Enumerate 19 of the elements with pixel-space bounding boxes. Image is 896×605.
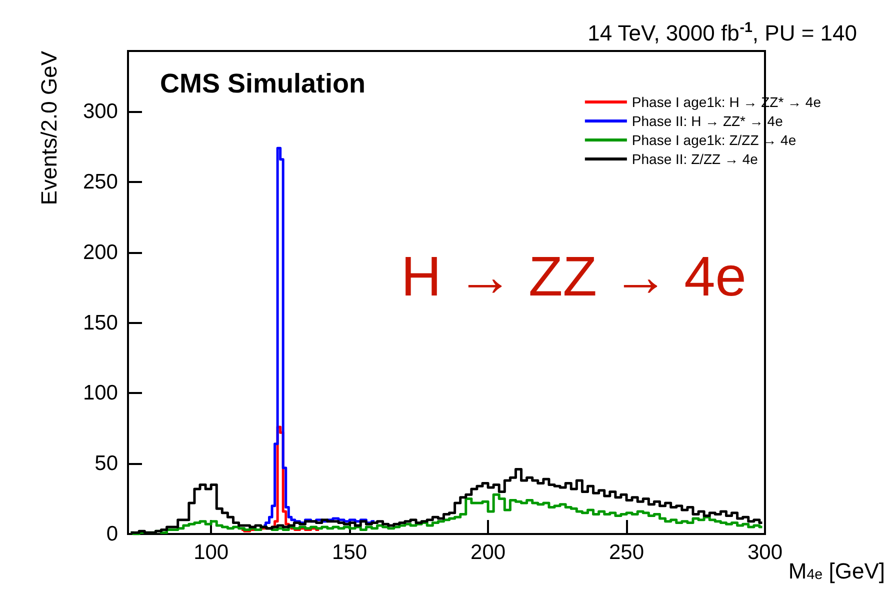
y-tick-label: 250 [82, 170, 118, 194]
y-tick-label: 150 [82, 311, 118, 334]
legend-label: Phase II: Z/ZZ → 4e [632, 151, 758, 167]
legend-label: Phase I age1k: Z/ZZ → 4e [632, 132, 796, 148]
legend-label: Phase II: H → ZZ* → 4e [632, 113, 784, 129]
x-axis-title: M4e [GeV] [788, 558, 885, 584]
y-tick-label: 0 [106, 522, 118, 546]
x-tick-label: 250 [608, 541, 644, 564]
x-tick-label: 300 [747, 541, 783, 564]
y-axis-title: Events/2.0 GeV [36, 50, 62, 206]
x-tick-label: 100 [194, 541, 229, 564]
x-tick-label: 200 [470, 541, 506, 564]
y-tick-label: 200 [82, 240, 118, 264]
y-tick-label: 100 [82, 382, 118, 405]
y-tick-label: 50 [94, 452, 118, 476]
x-tick-label: 150 [332, 541, 368, 564]
annotation: CMS Simulation [160, 68, 366, 98]
y-tick-label: 300 [82, 100, 118, 124]
annotation: H → ZZ → 4e [401, 244, 746, 308]
